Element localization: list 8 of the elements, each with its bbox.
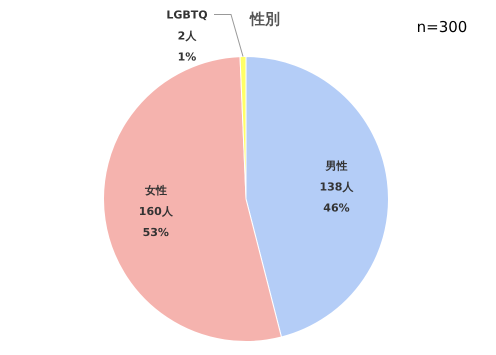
slice-label: 男性: [324, 159, 348, 172]
data-label: 160人 53%: [138, 205, 174, 240]
chart-title: 性別: [249, 10, 280, 28]
text: n=300: [416, 18, 468, 36]
data-label: 138人 46%: [319, 180, 354, 214]
data-label: 2人 1%: [178, 29, 198, 64]
slice-label: 女性: [144, 184, 167, 198]
slice-label: LGBTQ: [166, 8, 208, 22]
